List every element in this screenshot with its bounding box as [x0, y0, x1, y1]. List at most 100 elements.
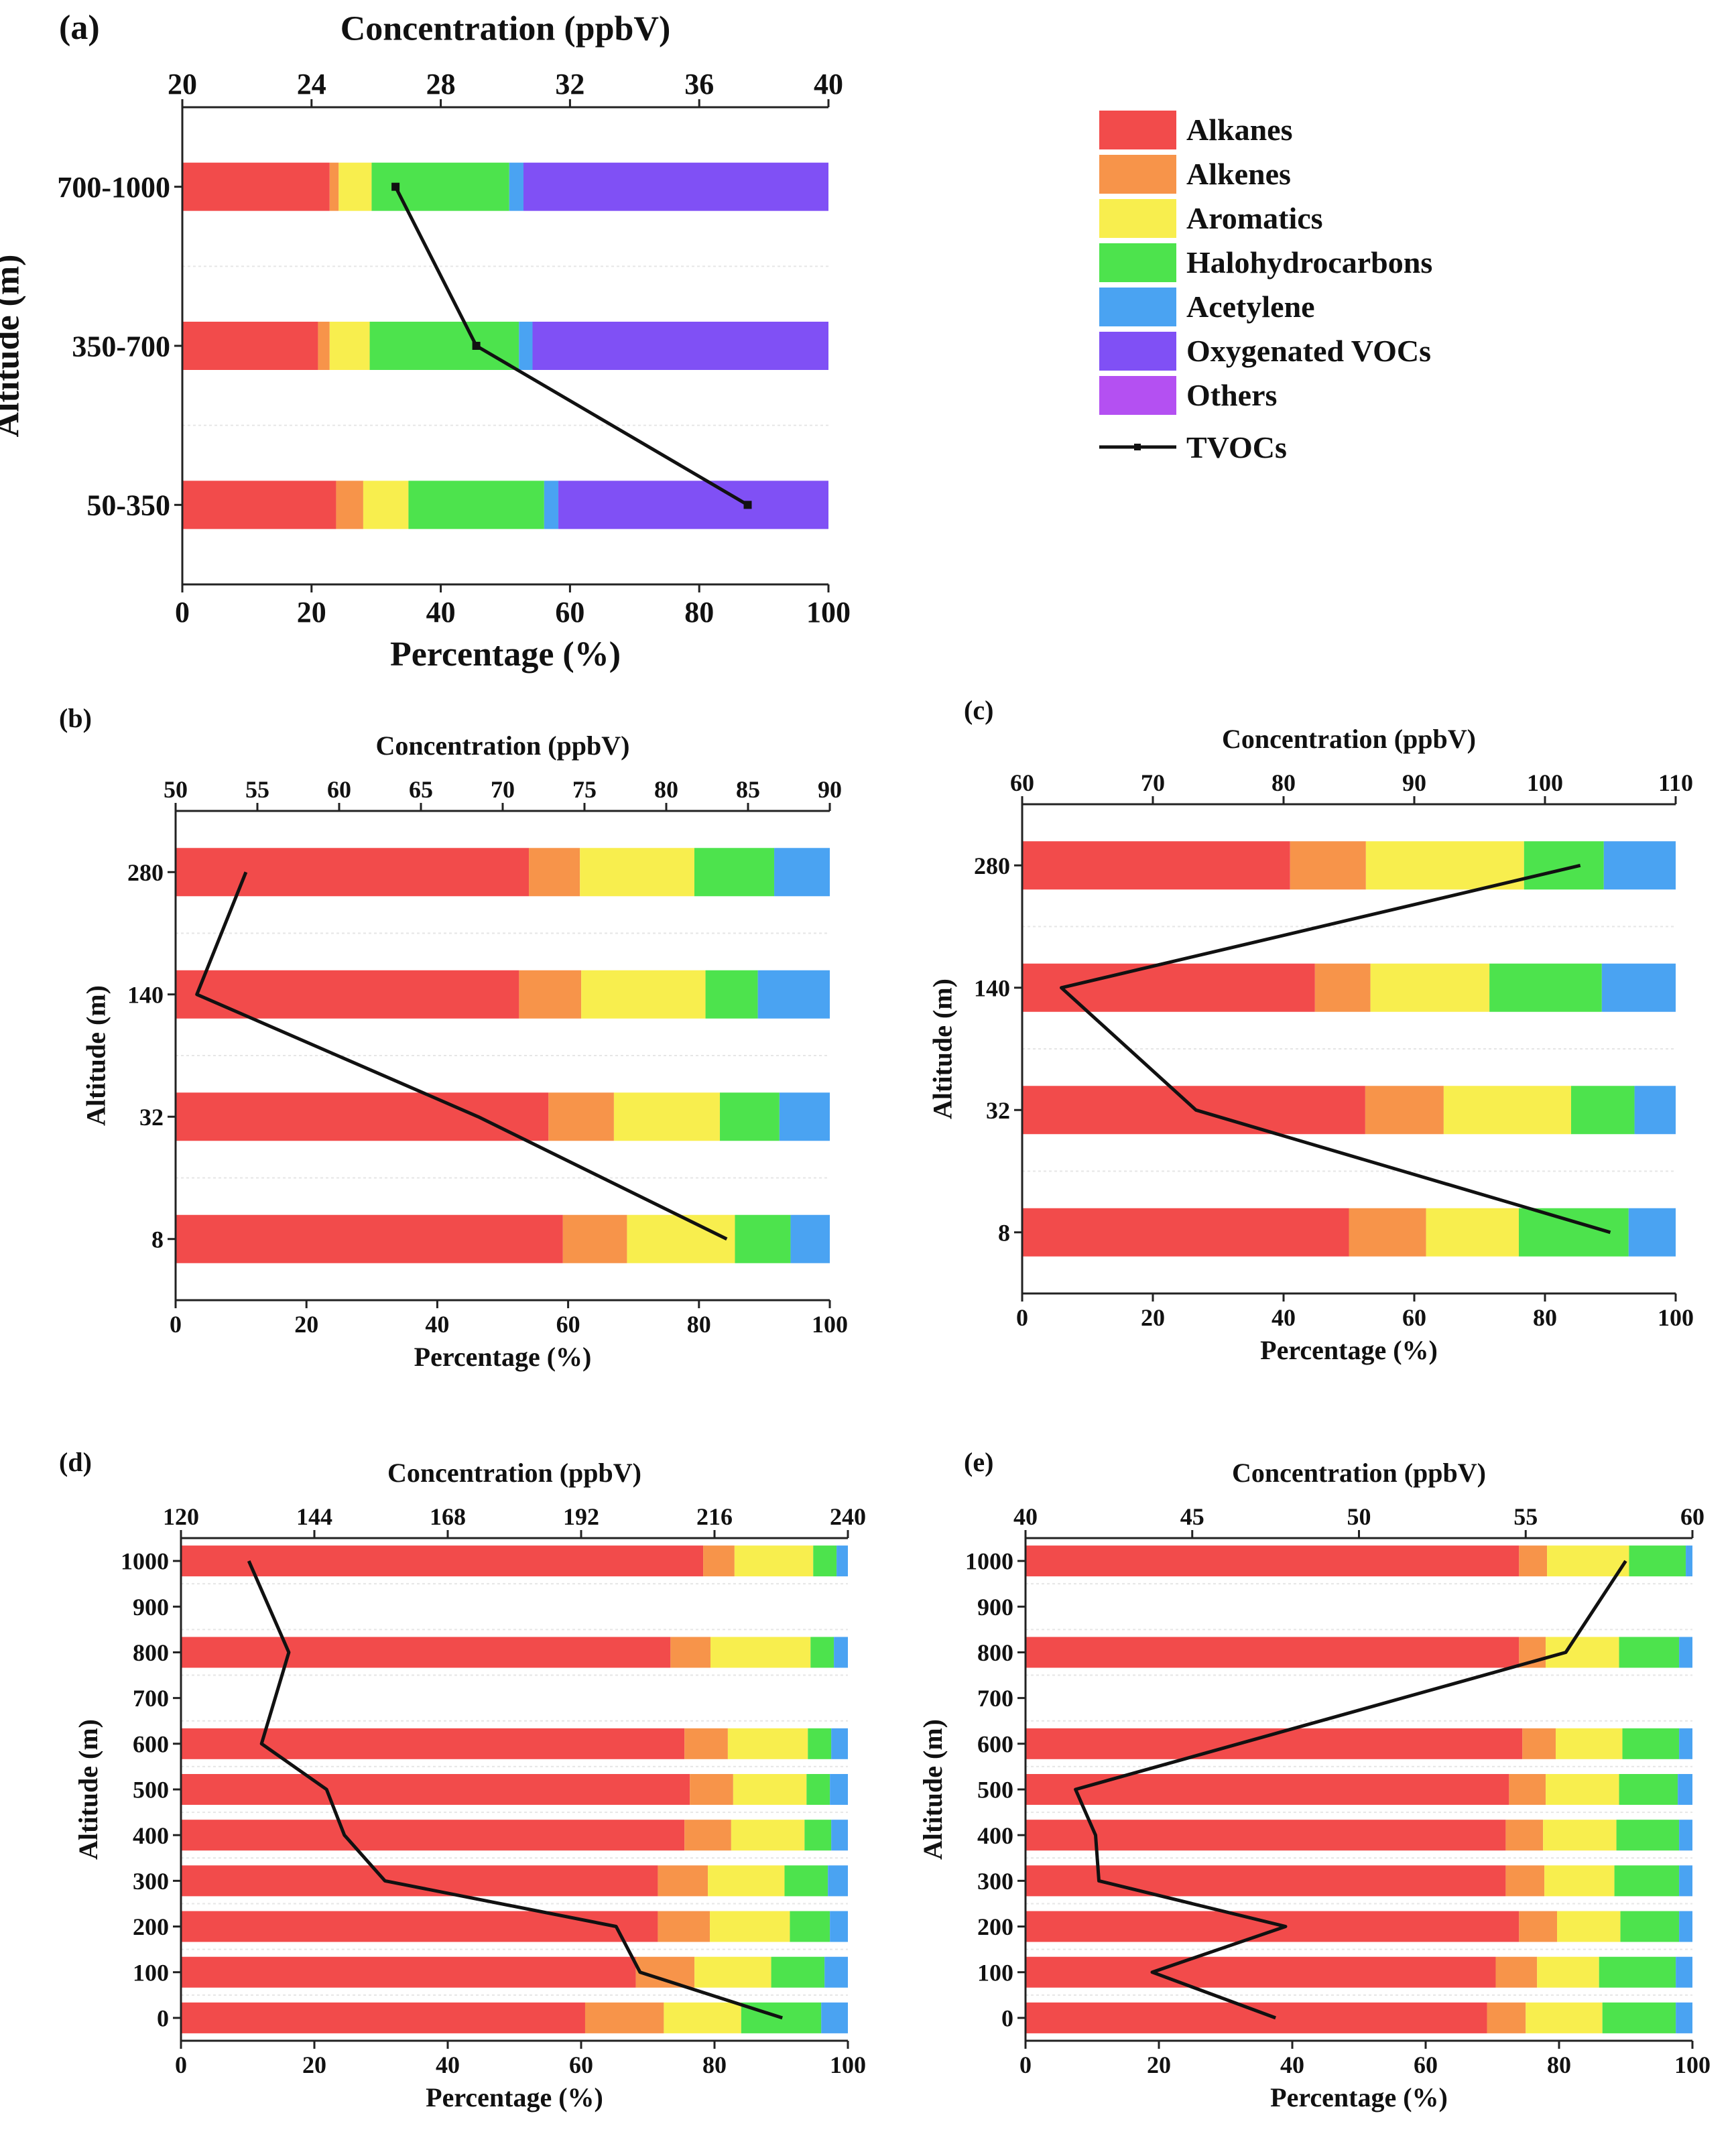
- y-tick-label: 1000: [121, 1548, 169, 1575]
- bar-alkenes: [703, 1545, 735, 1577]
- bar-alkenes: [1349, 1208, 1426, 1257]
- bar-acetylene: [1676, 2002, 1692, 2033]
- bar-alkanes: [176, 848, 530, 897]
- y-tick-label: 500: [133, 1777, 169, 1803]
- top-tick-label: 70: [491, 776, 515, 803]
- bar-alkanes: [181, 1911, 658, 1942]
- top-tick-label: 50: [164, 776, 188, 803]
- x-tick-label: 20: [297, 596, 326, 629]
- bar-halohydrocarbons: [694, 848, 775, 897]
- bar-aromatics: [1426, 1208, 1519, 1257]
- bar-aromatics: [731, 1820, 805, 1851]
- top-tick-label: 90: [818, 776, 842, 803]
- x-tick-label: 0: [175, 596, 190, 629]
- bar-aromatics: [664, 2002, 741, 2033]
- top-axis-title: Concentration (ppbV): [340, 10, 671, 48]
- bar-aromatics: [1365, 841, 1524, 890]
- tvocs-line: [1074, 1560, 1627, 2020]
- x-tick-label: 100: [830, 2051, 866, 2078]
- bar-oxygenated-vocs: [523, 162, 828, 211]
- bar-alkanes: [1026, 1956, 1496, 1988]
- legend-label: TVOCs: [1186, 430, 1287, 464]
- bar-aromatics: [363, 481, 409, 529]
- x-tick-label: 40: [1280, 2051, 1304, 2078]
- panel-label: (a): [59, 9, 100, 47]
- top-tick-label: 144: [296, 1503, 332, 1530]
- bar-alkanes: [176, 970, 519, 1019]
- y-tick-label: 32: [139, 1104, 164, 1131]
- bar-aromatics: [1543, 1820, 1617, 1851]
- legend-label: Halohydrocarbons: [1186, 245, 1432, 279]
- top-tick-label: 32: [555, 68, 584, 101]
- legend-marker-tvocs: [1134, 444, 1141, 450]
- bar-alkanes: [1022, 841, 1290, 890]
- tvocs-line: [195, 871, 728, 1241]
- x-tick-label: 0: [1019, 2051, 1032, 2078]
- top-tick-label: 55: [245, 776, 269, 803]
- bar-acetylene: [544, 481, 559, 529]
- x-axis-title: Percentage (%): [1260, 1335, 1438, 1365]
- bar-aromatics: [338, 162, 372, 211]
- y-axis-title: Altitude (m): [73, 1719, 103, 1860]
- bar-oxygenated-vocs: [558, 481, 828, 529]
- x-tick-label: 20: [1147, 2051, 1171, 2078]
- bar-aromatics: [1537, 1956, 1599, 1988]
- y-tick-label: 700-1000: [57, 171, 170, 204]
- y-tick-label: 0: [1001, 2005, 1013, 2032]
- bar-alkanes: [176, 1214, 563, 1263]
- bar-alkenes: [519, 970, 582, 1019]
- top-tick-label: 60: [1680, 1503, 1704, 1530]
- y-tick-label: 8: [151, 1226, 164, 1253]
- legend-label: Acetylene: [1186, 290, 1315, 324]
- top-tick-label: 120: [163, 1503, 199, 1530]
- x-tick-label: 80: [702, 2051, 727, 2078]
- y-tick-label: 900: [133, 1594, 169, 1621]
- bar-alkanes: [181, 1728, 685, 1759]
- bar-halohydrocarbons: [784, 1865, 828, 1897]
- bar-halohydrocarbons: [1619, 1774, 1678, 1805]
- y-tick-label: 100: [133, 1959, 169, 1986]
- legend-label: Others: [1186, 378, 1277, 412]
- y-tick-label: 0: [157, 2005, 169, 2032]
- bar-alkanes: [181, 2002, 585, 2033]
- x-tick-label: 0: [175, 2051, 187, 2078]
- y-tick-label: 800: [133, 1639, 169, 1666]
- y-tick-label: 280: [974, 852, 1010, 879]
- x-axis-title: Percentage (%): [1270, 2082, 1448, 2112]
- bar-acetylene: [1679, 1865, 1692, 1897]
- bar-acetylene: [1634, 1086, 1676, 1135]
- x-tick-label: 20: [294, 1311, 318, 1338]
- bar-halohydrocarbons: [1602, 2002, 1676, 2033]
- bar-alkenes: [670, 1637, 711, 1668]
- bar-alkenes: [684, 1820, 731, 1851]
- bar-alkenes: [548, 1092, 614, 1141]
- legend-swatch-alkanes: [1099, 111, 1176, 149]
- bar-aromatics: [733, 1774, 807, 1805]
- bar-halohydrocarbons: [1619, 1637, 1680, 1668]
- bar-alkenes: [635, 1956, 695, 1988]
- bar-acetylene: [757, 970, 830, 1019]
- bar-halohydrocarbons: [1620, 1911, 1680, 1942]
- bar-halohydrocarbons: [720, 1092, 780, 1141]
- bar-acetylene: [1679, 1911, 1692, 1942]
- top-tick-label: 110: [1658, 769, 1693, 796]
- x-tick-label: 80: [1547, 2051, 1571, 2078]
- bar-halohydrocarbons: [1519, 1208, 1629, 1257]
- top-tick-label: 90: [1402, 769, 1426, 796]
- bar-aromatics: [613, 1092, 721, 1141]
- x-axis-title: Percentage (%): [390, 635, 621, 674]
- bar-aromatics: [1556, 1728, 1623, 1759]
- bar-halohydrocarbons: [735, 1214, 791, 1263]
- tvocs-line: [1060, 863, 1611, 1235]
- bar-acetylene: [821, 2002, 848, 2033]
- top-tick-label: 216: [696, 1503, 733, 1530]
- panel-label: (d): [59, 1447, 92, 1477]
- bar-acetylene: [1676, 1956, 1692, 1988]
- bar-alkenes: [1487, 2002, 1526, 2033]
- top-tick-label: 60: [327, 776, 351, 803]
- legend-swatch-halohydrocarbons: [1099, 243, 1176, 282]
- top-tick-label: 24: [297, 68, 326, 101]
- bar-alkanes: [181, 1774, 690, 1805]
